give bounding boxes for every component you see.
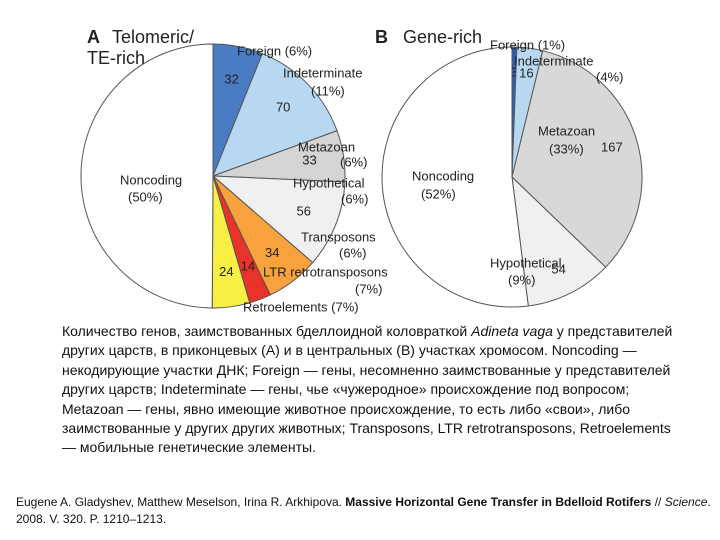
value-label: 34 — [265, 245, 279, 260]
value-label: 14 — [241, 259, 255, 274]
slice-label: Metazoan — [538, 123, 595, 138]
citation-journal: Science — [664, 495, 708, 509]
slice-label: Hypothetical — [293, 175, 365, 190]
citation-title: Massive Horizontal Gene Transfer in Bdel… — [345, 495, 652, 509]
value-label: 33 — [302, 153, 316, 168]
slice-label: Metazoan — [298, 139, 355, 154]
value-label: 16 — [519, 65, 533, 80]
chart-title: Telomeric/ — [112, 27, 194, 47]
slice-label: (52%) — [421, 186, 456, 201]
slice-label: Retroelements (7%) — [243, 299, 359, 314]
slice-label: (6%) — [341, 191, 368, 206]
slice-label: (7%) — [355, 281, 382, 296]
slice-label: Noncoding — [120, 172, 182, 187]
caption-text: Количество генов, заимствованных бделлои… — [62, 323, 472, 339]
pie-slice — [511, 175, 607, 307]
value-label: 167 — [601, 139, 623, 154]
value-label: 54 — [551, 261, 565, 276]
slice-label: (11%) — [311, 83, 345, 98]
pie-slice — [212, 52, 338, 177]
slice-label: Indeterminate — [514, 53, 594, 68]
value-label: 3 — [510, 64, 517, 79]
value-label: 70 — [276, 100, 290, 115]
chart-title: TE-rich — [87, 48, 145, 68]
value-label: 24 — [219, 264, 233, 279]
slice-label: (6%) — [340, 154, 367, 169]
chart-title: Gene-rich — [403, 27, 482, 47]
pie-slice — [381, 46, 529, 308]
panel-label: A — [87, 27, 100, 47]
citation-authors: Eugene A. Gladyshev, Matthew Meselson, I… — [16, 495, 346, 509]
pie-slice — [511, 50, 643, 268]
slice-label: LTR retrotransposons — [263, 264, 388, 279]
value-label: 32 — [224, 72, 238, 87]
pie-slice — [80, 43, 214, 309]
slice-label: Hypothetical — [490, 255, 562, 270]
slice-label: (33%) — [549, 141, 584, 156]
caption-text: у представителей других царств, в прикон… — [62, 323, 673, 456]
slice-label: Foreign (6%) — [237, 43, 312, 58]
citation: Eugene A. Gladyshev, Matthew Meselson, I… — [16, 494, 716, 528]
panel-label: B — [375, 27, 388, 47]
pie-slice — [211, 175, 346, 264]
citation-details: . 2008. V. 320. P. 1210–1213. — [16, 495, 711, 526]
slice-label: Noncoding — [412, 168, 474, 183]
citation-sep: // — [651, 495, 665, 509]
slice-label: Transposons — [301, 229, 376, 244]
slice-label: Foreign (1%) — [490, 37, 565, 52]
slice-label: (4%) — [596, 69, 623, 84]
caption: Количество генов, заимствованных бделлои… — [62, 322, 677, 458]
slice-label: (9%) — [508, 272, 535, 287]
caption-species: Adineta vaga — [471, 323, 553, 339]
slice-label: (6%) — [339, 245, 366, 260]
slice-label: (50%) — [128, 189, 163, 204]
slice-label: Indeterminate — [283, 65, 363, 80]
value-label: 56 — [296, 204, 310, 219]
